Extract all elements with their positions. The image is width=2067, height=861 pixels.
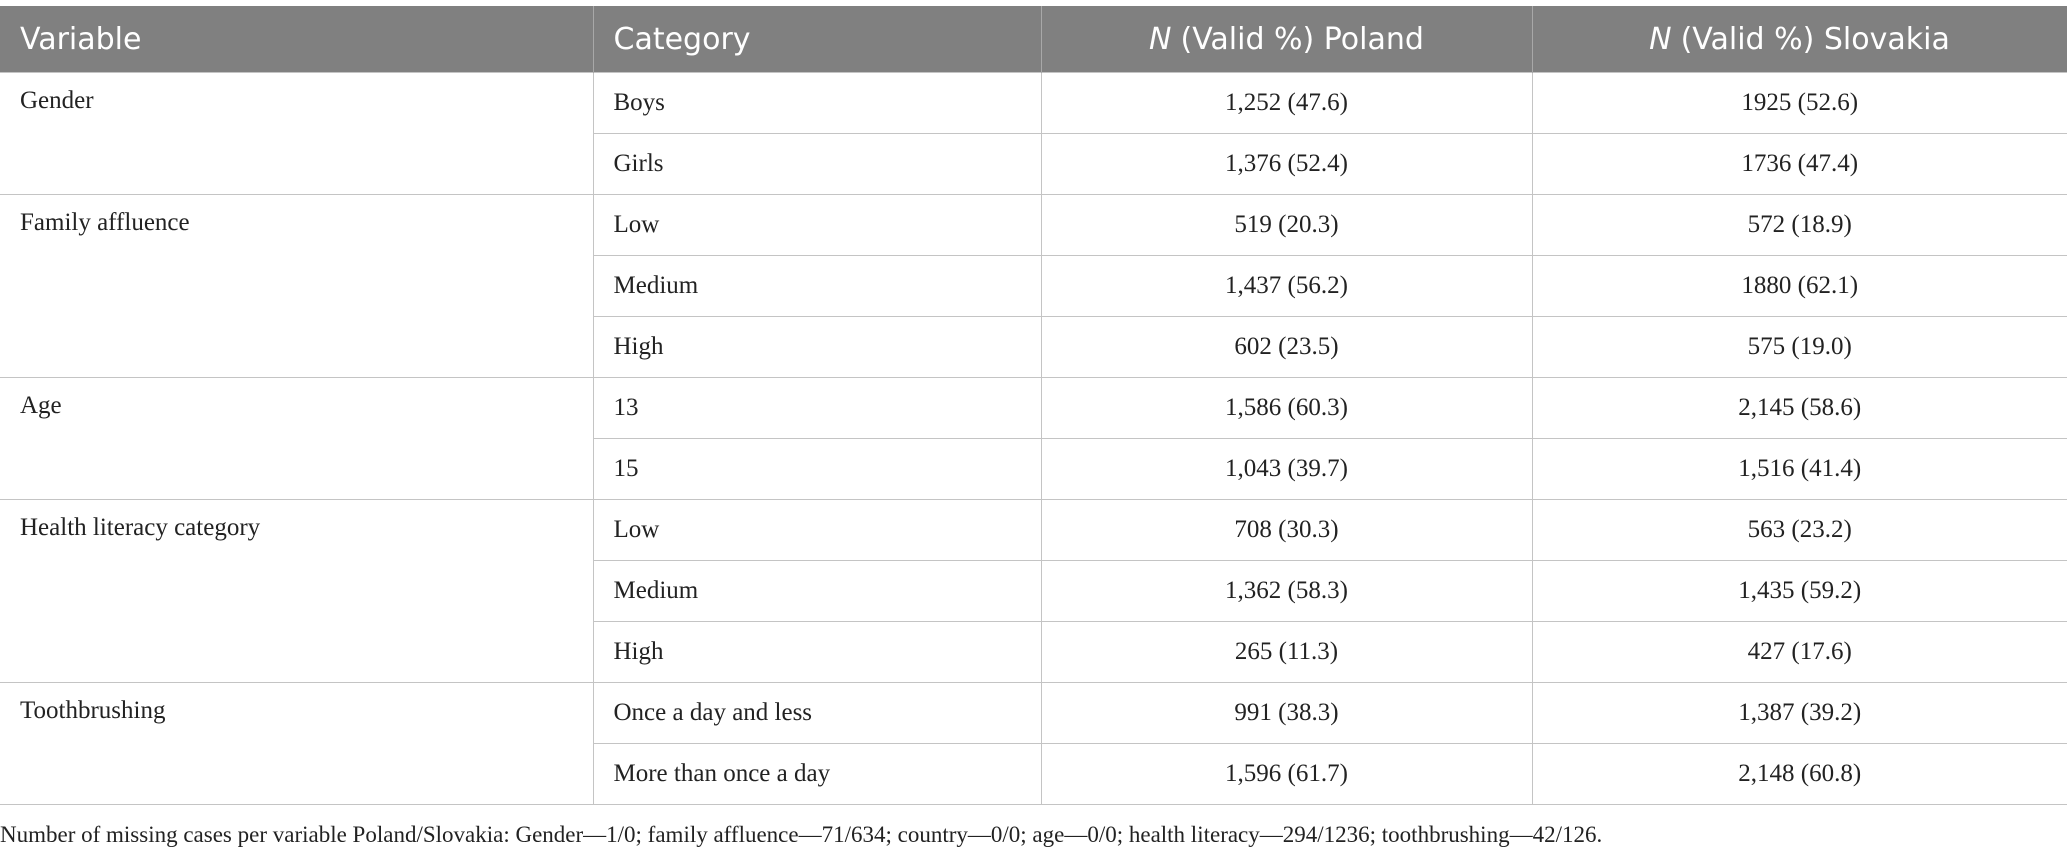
value-cell: 572 (18.9) — [1531, 194, 2067, 256]
category-cell: 13 — [592, 377, 1042, 439]
value-cell: 563 (23.2) — [1531, 499, 2067, 561]
header-cell: Variable — [0, 6, 594, 73]
header-cell: Category — [593, 6, 1042, 73]
value-cell: 1736 (47.4) — [1531, 133, 2067, 195]
value-cell: 602 (23.5) — [1040, 316, 1533, 378]
header-italic: N — [1149, 21, 1172, 57]
variable-cell: Toothbrushing — [0, 682, 594, 805]
header-row: Variable Category N (Valid %) Poland N (Valid… — [0, 6, 2067, 73]
category-cell: High — [592, 621, 1042, 683]
table-row: Health literacy category Low 708 (30.3) 563… — [0, 499, 2067, 683]
category-cell: Low — [592, 194, 1042, 256]
value-cell: 2,148 (60.8) — [1531, 743, 2067, 805]
category-cell: Low — [592, 499, 1042, 561]
header-text: (Valid %) Poland — [1180, 21, 1424, 57]
header-cell: N (Valid %) Poland — [1041, 6, 1533, 73]
value-cell: 1,435 (59.2) — [1531, 560, 2067, 622]
value-cell: 1,387 (39.2) — [1531, 682, 2067, 744]
value-cell: 991 (38.3) — [1040, 682, 1533, 744]
value-cell: 1,362 (58.3) — [1040, 560, 1533, 622]
header-italic: N — [1649, 21, 1672, 57]
category-cell: Medium — [592, 560, 1042, 622]
value-cell: 265 (11.3) — [1040, 621, 1533, 683]
category-cell: Medium — [592, 255, 1042, 317]
table-row: Medium 1,437 (56.2) 1880 (62.1) — [0, 255, 2067, 317]
header-cell: N (Valid %) Slovakia — [1532, 6, 2067, 73]
value-cell: 1,376 (52.4) — [1040, 133, 1533, 195]
table-row: High 265 (11.3) 427 (17.6) — [0, 621, 2067, 683]
table-row: Toothbrushing Once a day and less 991 (38.… — [0, 682, 2067, 805]
value-cell: 2,145 (58.6) — [1531, 377, 2067, 439]
table-row: High 602 (23.5) 575 (19.0) — [0, 316, 2067, 378]
table-row: Family affluence Low 519 (20.3) 572 (18.9) — [0, 194, 2067, 378]
value-cell: 1,437 (56.2) — [1040, 255, 1533, 317]
variable-cell: Age — [0, 377, 594, 500]
category-cell: Once a day and less — [592, 682, 1042, 744]
footnote: Number of missing cases per variable Pol… — [0, 822, 1603, 847]
value-cell: 1,252 (47.6) — [1040, 72, 1533, 134]
table-body: Gender Boys 1,252 (47.6) 1925 (52.6) Girls 1,… — [0, 72, 2067, 805]
category-cell: Girls — [592, 133, 1042, 195]
value-cell: 519 (20.3) — [1040, 194, 1533, 256]
table-header: Variable Category N (Valid %) Poland N (Valid… — [0, 6, 2067, 73]
variable-cell: Health literacy category — [0, 499, 594, 683]
category-cell: 15 — [592, 438, 1042, 500]
value-cell: 708 (30.3) — [1040, 499, 1533, 561]
table-row: Age 13 1,586 (60.3) 2,145 (58.6) — [0, 377, 2067, 500]
value-cell: 575 (19.0) — [1531, 316, 2067, 378]
category-cell: High — [592, 316, 1042, 378]
value-cell: 1,586 (60.3) — [1040, 377, 1533, 439]
header-text: (Valid %) Slovakia — [1680, 21, 1950, 57]
table-row: 15 1,043 (39.7) 1,516 (41.4) — [0, 438, 2067, 500]
value-cell: 1,596 (61.7) — [1040, 743, 1533, 805]
value-cell: 427 (17.6) — [1531, 621, 2067, 683]
variable-cell: Family affluence — [0, 194, 594, 378]
value-cell: 1,043 (39.7) — [1040, 438, 1533, 500]
table-row: Girls 1,376 (52.4) 1736 (47.4) — [0, 133, 2067, 195]
table-row: More than once a day 1,596 (61.7) 2,148 (6… — [0, 743, 2067, 805]
category-cell: Boys — [592, 72, 1042, 134]
value-cell: 1925 (52.6) — [1531, 72, 2067, 134]
table-row: Gender Boys 1,252 (47.6) 1925 (52.6) — [0, 72, 2067, 195]
variable-cell: Gender — [0, 72, 594, 195]
value-cell: 1880 (62.1) — [1531, 255, 2067, 317]
data-table: Variable Category N (Valid %) Poland N (Valid… — [0, 6, 2067, 805]
category-cell: More than once a day — [592, 743, 1042, 805]
value-cell: 1,516 (41.4) — [1531, 438, 2067, 500]
